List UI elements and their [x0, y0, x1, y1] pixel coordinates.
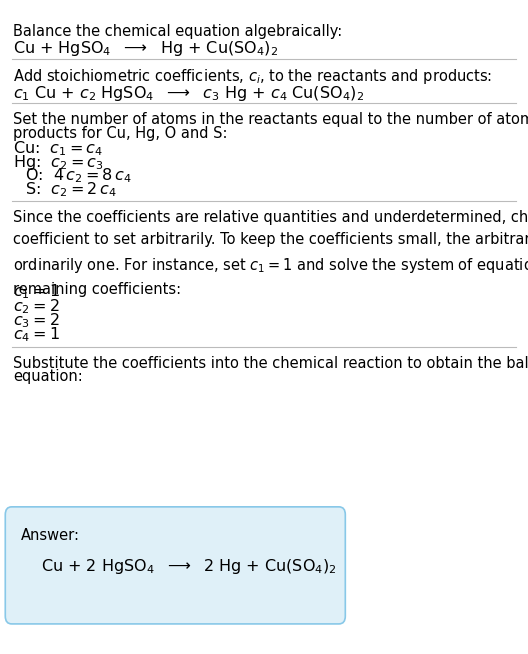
Text: equation:: equation:: [13, 369, 83, 384]
FancyBboxPatch shape: [5, 507, 345, 624]
Text: Substitute the coefficients into the chemical reaction to obtain the balanced: Substitute the coefficients into the che…: [13, 356, 528, 371]
Text: Cu + 2 HgSO$_4$  $\longrightarrow$  2 Hg + Cu(SO$_4$)$_2$: Cu + 2 HgSO$_4$ $\longrightarrow$ 2 Hg +…: [41, 557, 336, 576]
Text: $c_2 = 2$: $c_2 = 2$: [13, 297, 60, 316]
Text: Add stoichiometric coefficients, $c_i$, to the reactants and products:: Add stoichiometric coefficients, $c_i$, …: [13, 67, 493, 86]
Text: $c_1 = 1$: $c_1 = 1$: [13, 283, 60, 301]
Text: O:  $4\,c_2 = 8\,c_4$: O: $4\,c_2 = 8\,c_4$: [25, 167, 132, 186]
Text: Answer:: Answer:: [21, 528, 80, 543]
Text: $c_4 = 1$: $c_4 = 1$: [13, 326, 60, 345]
Text: $c_1$ Cu + $c_2$ HgSO$_4$  $\longrightarrow$  $c_3$ Hg + $c_4$ Cu(SO$_4$)$_2$: $c_1$ Cu + $c_2$ HgSO$_4$ $\longrightarr…: [13, 84, 364, 103]
Text: Cu + HgSO$_4$  $\longrightarrow$  Hg + Cu(SO$_4$)$_2$: Cu + HgSO$_4$ $\longrightarrow$ Hg + Cu(…: [13, 39, 278, 58]
Text: Set the number of atoms in the reactants equal to the number of atoms in the: Set the number of atoms in the reactants…: [13, 112, 528, 128]
Text: $c_3 = 2$: $c_3 = 2$: [13, 311, 60, 330]
Text: products for Cu, Hg, O and S:: products for Cu, Hg, O and S:: [13, 126, 228, 141]
Text: Since the coefficients are relative quantities and underdetermined, choose a
coe: Since the coefficients are relative quan…: [13, 210, 528, 297]
Text: S:  $c_2 = 2\,c_4$: S: $c_2 = 2\,c_4$: [25, 181, 117, 199]
Text: Cu:  $c_1 = c_4$: Cu: $c_1 = c_4$: [13, 139, 103, 158]
Text: Balance the chemical equation algebraically:: Balance the chemical equation algebraica…: [13, 24, 343, 39]
Text: Hg:  $c_2 = c_3$: Hg: $c_2 = c_3$: [13, 153, 104, 172]
